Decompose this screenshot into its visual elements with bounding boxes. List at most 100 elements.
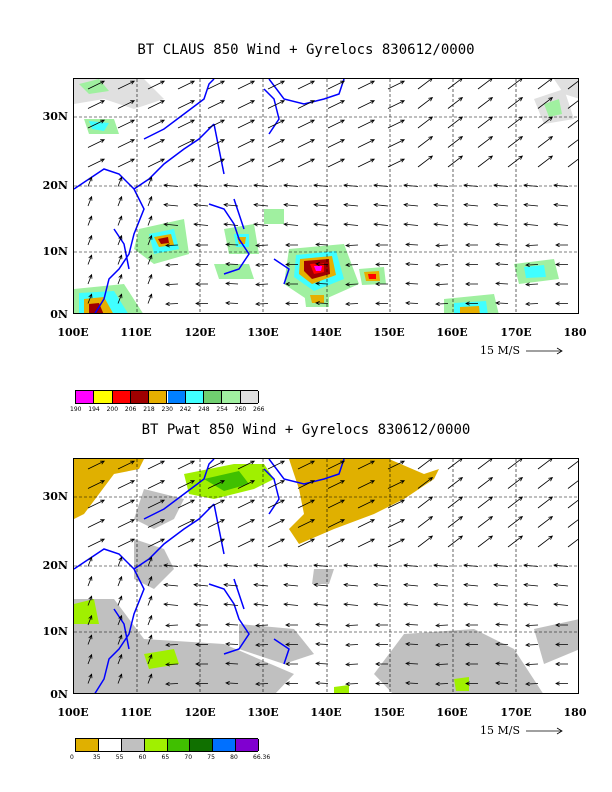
wind-vector-arrow (267, 460, 286, 470)
wind-vector-arrow (345, 662, 359, 667)
wind-vector-arrow (357, 119, 376, 129)
wind-vector-arrow (357, 460, 376, 470)
panel2-lon-160e: 160E (436, 706, 468, 719)
panel2-colorbar-label: 66.36 (253, 754, 271, 761)
wind-vector-arrow (495, 261, 509, 267)
panel2-lon-180: 180 (563, 706, 587, 719)
panel1-lon-100e: 100E (57, 326, 89, 339)
wind-vector-arrow (435, 662, 449, 667)
wind-vector-arrow (447, 516, 464, 528)
wind-vector-arrow (87, 176, 93, 187)
panel2-colorbar-swatch (190, 739, 214, 751)
wind-vector-arrow (87, 215, 93, 226)
wind-vector-arrow (255, 243, 269, 248)
wind-vector-arrow (417, 496, 434, 509)
wind-vector-arrow (343, 183, 359, 188)
wind-vector-arrow (117, 519, 136, 528)
wind-vector-arrow (147, 158, 166, 168)
wind-vector-arrow (447, 97, 464, 109)
wind-vector-arrow (465, 661, 478, 667)
wind-vector-arrow (327, 480, 346, 489)
wind-vector-arrow (327, 139, 346, 148)
wind-vector-arrow (463, 563, 479, 568)
wind-vector-arrow (493, 582, 509, 588)
wind-vector-arrow (417, 97, 434, 109)
wind-vector-arrow (387, 460, 406, 470)
wind-vector-arrow (477, 535, 494, 548)
wind-vector-arrow (523, 602, 539, 607)
wind-vector-arrow (387, 499, 406, 509)
panel2-colorbar (75, 738, 259, 752)
panel1-colorbar-label: 194 (88, 406, 100, 413)
wind-vector-arrow (223, 183, 239, 188)
wind-vector-arrow (405, 622, 419, 627)
panel2-colorbar-swatch (98, 739, 122, 751)
wind-vector-arrow (403, 563, 419, 568)
wind-vector-arrow (343, 602, 359, 607)
wind-vector-arrow (147, 614, 153, 626)
wind-vector-arrow (237, 480, 256, 489)
wind-vector-arrow (147, 293, 153, 304)
wind-vector-arrow (387, 480, 406, 489)
wind-vector-arrow (525, 623, 539, 628)
wind-vector-arrow (255, 662, 269, 667)
wind-vector-arrow (537, 535, 554, 548)
wind-vector-arrow (373, 222, 389, 227)
wind-vector-arrow (345, 301, 359, 307)
wind-vector-arrow (267, 80, 286, 90)
panel2-lat-0n: 0N (50, 688, 68, 701)
panel2-reference-vector: 15 M/S (480, 724, 566, 737)
wind-vector-arrow (343, 563, 359, 568)
wind-vector-arrow (117, 119, 136, 129)
wind-vector-arrow (537, 155, 554, 168)
wind-vector-arrow (567, 538, 578, 548)
wind-vector-arrow (147, 119, 166, 129)
wind-vector-arrow (433, 563, 449, 568)
panel2-map (73, 458, 579, 694)
panel2-lon-150e: 150E (373, 706, 405, 719)
wind-vector-arrow (373, 202, 389, 208)
wind-vector-arrow (537, 477, 554, 489)
panel1-colorbar-swatch (240, 391, 259, 403)
panel1-colorbar-swatch (130, 391, 150, 403)
wind-vector-arrow (147, 519, 166, 528)
wind-vector-arrow (117, 614, 123, 626)
wind-vector-arrow (253, 183, 269, 188)
wind-vector-arrow (267, 538, 286, 548)
panel1-colorbar-swatch (112, 391, 131, 403)
wind-vector-arrow (567, 460, 578, 470)
wind-vector-arrow (537, 516, 554, 528)
wind-vector-arrow (405, 242, 419, 247)
panel2-pwat-shading (74, 459, 578, 693)
wind-vector-arrow (327, 499, 346, 509)
wind-vector-arrow (207, 119, 226, 129)
panel1-ref-arrow-icon (525, 347, 563, 355)
wind-vector-arrow (493, 222, 509, 227)
panel1-colorbar-label: 218 (143, 406, 155, 413)
wind-vector-arrow (223, 222, 239, 227)
wind-vector-arrow (297, 158, 316, 168)
wind-vector-arrow (433, 222, 449, 227)
panel1-lon-140e: 140E (310, 326, 342, 339)
panel1-colorbar-swatch (167, 391, 186, 403)
wind-vector-arrow (387, 519, 406, 528)
wind-vector-arrow (345, 623, 359, 628)
wind-vector-arrow (225, 261, 239, 267)
wind-vector-arrow (373, 582, 389, 588)
wind-vector-arrow (417, 155, 434, 168)
wind-vector-arrow (147, 634, 153, 645)
wind-vector-arrow (163, 202, 179, 208)
wind-vector-arrow (225, 300, 239, 306)
wind-vector-arrow (495, 680, 509, 686)
wind-vector-arrow (315, 261, 329, 267)
wind-vector-arrow (465, 281, 478, 287)
wind-vector-arrow (87, 480, 106, 489)
wind-vector-arrow (177, 519, 196, 528)
wind-vector-arrow (315, 641, 329, 647)
wind-vector-arrow (87, 673, 93, 684)
wind-vector-arrow (417, 79, 433, 90)
wind-vector-arrow (177, 80, 196, 90)
wind-vector-arrow (237, 139, 256, 148)
wind-vector-arrow (477, 516, 494, 528)
wind-vector-arrow (283, 602, 299, 607)
